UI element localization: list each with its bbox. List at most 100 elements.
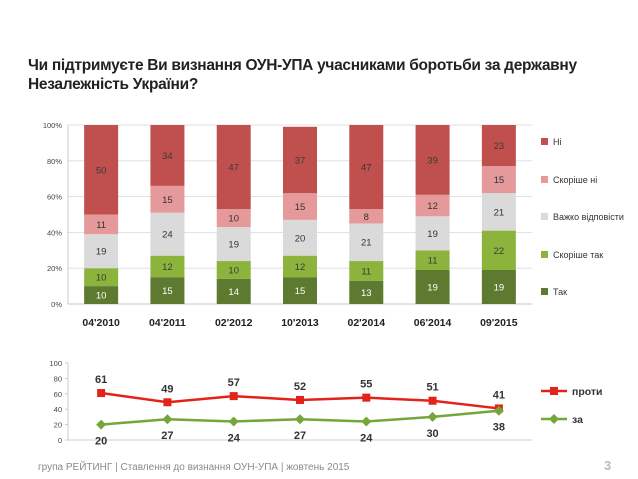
data-point <box>361 416 372 427</box>
data-label: 11 <box>361 266 371 277</box>
bar-segment <box>415 216 450 251</box>
data-label: 11 <box>428 256 438 267</box>
bar-segment <box>150 277 185 304</box>
legend-marker <box>549 414 559 424</box>
data-label: 13 <box>361 288 372 299</box>
data-label: 19 <box>427 229 438 240</box>
bar-segment <box>415 125 450 195</box>
data-point <box>163 398 172 407</box>
legend-swatch <box>541 251 548 258</box>
data-label: 8 <box>364 212 369 223</box>
y-tick-label: 100 <box>49 359 62 368</box>
bar-segment <box>481 166 516 194</box>
data-label: 10 <box>96 273 107 284</box>
y-tick-label: 80 <box>54 374 62 383</box>
data-point <box>97 389 106 398</box>
data-label: 39 <box>427 155 438 166</box>
bar-segment <box>283 193 317 220</box>
legend-label: проти <box>572 386 603 398</box>
bar-segment <box>216 261 251 279</box>
data-label: 41 <box>493 389 505 401</box>
bar-segment <box>150 185 185 213</box>
data-point <box>428 396 437 405</box>
data-label: 34 <box>162 151 173 162</box>
bar-segment <box>349 223 384 262</box>
bar-segment <box>216 125 251 210</box>
y-tick-label: 100% <box>43 121 63 130</box>
bar-segment <box>481 269 516 304</box>
legend-label: Важко відповісти <box>553 212 624 222</box>
bar-segment <box>349 280 384 304</box>
page-number: 3 <box>604 458 612 473</box>
data-label: 55 <box>360 379 372 391</box>
data-label: 49 <box>161 383 173 395</box>
data-label: 57 <box>228 377 240 389</box>
bar-segment <box>216 227 251 262</box>
data-label: 51 <box>426 382 438 394</box>
data-label: 30 <box>426 428 438 440</box>
data-point <box>295 414 305 425</box>
legend-marker <box>550 387 558 395</box>
bar-segment <box>84 214 119 235</box>
bar-segment <box>481 125 516 167</box>
data-label: 19 <box>228 240 239 251</box>
bar-segment <box>150 212 185 256</box>
legend-swatch <box>541 176 548 183</box>
y-tick-label: 40% <box>47 228 62 237</box>
data-label: 27 <box>294 430 306 442</box>
data-label: 23 <box>494 141 505 152</box>
bar-segment <box>84 125 119 215</box>
data-label: 12 <box>295 262 306 273</box>
data-label: 10 <box>228 214 239 225</box>
bar-segment <box>283 126 317 194</box>
bar-segment <box>216 209 251 228</box>
bar-segment <box>283 255 317 278</box>
y-tick-label: 80% <box>47 157 62 166</box>
data-label: 11 <box>96 220 106 231</box>
data-label: 47 <box>228 163 239 174</box>
data-point <box>493 405 504 416</box>
y-tick-label: 0% <box>51 300 62 309</box>
data-label: 19 <box>427 282 438 293</box>
data-point <box>229 392 238 401</box>
data-label: 12 <box>162 262 173 273</box>
x-tick-label: 02'2012 <box>215 317 253 329</box>
footer-text: група РЕЙТИНГ | Ставлення до визнання ОУ… <box>38 462 350 473</box>
bar-segment <box>481 230 516 270</box>
data-label: 14 <box>228 287 239 298</box>
legend-label: Скоріше ні <box>553 175 597 185</box>
bar-segment <box>283 219 317 256</box>
x-tick-label: 06'2014 <box>414 317 452 329</box>
data-label: 15 <box>494 175 505 186</box>
data-label: 24 <box>228 433 241 445</box>
y-tick-label: 60% <box>47 193 62 202</box>
x-tick-label: 10'2013 <box>281 317 319 329</box>
legend-label: Скоріше так <box>553 250 603 260</box>
bar-segment <box>84 286 119 304</box>
bar-segment <box>415 194 450 217</box>
data-label: 52 <box>294 381 306 393</box>
data-label: 50 <box>96 165 107 176</box>
bar-segment <box>150 125 185 186</box>
data-label: 21 <box>361 238 372 249</box>
chart-title: Чи підтримуєте Ви визнання ОУН-УПА учасн… <box>28 57 577 93</box>
x-tick-label: 04'2011 <box>149 317 186 329</box>
legend-swatch <box>541 138 548 145</box>
y-tick-label: 60 <box>54 390 62 399</box>
data-label: 24 <box>360 433 373 445</box>
data-label: 22 <box>494 246 505 257</box>
data-point <box>228 416 239 427</box>
y-tick-label: 20% <box>47 264 62 273</box>
x-tick-label: 09'2015 <box>480 317 518 329</box>
data-point <box>427 411 438 422</box>
legend-swatch <box>541 288 548 295</box>
data-point <box>96 419 107 430</box>
y-tick-label: 0 <box>58 436 62 445</box>
data-point <box>362 393 371 402</box>
bar-segment <box>415 269 450 304</box>
bar-segment <box>415 250 450 270</box>
x-tick-label: 04'2010 <box>82 317 120 329</box>
data-label: 19 <box>494 282 505 293</box>
